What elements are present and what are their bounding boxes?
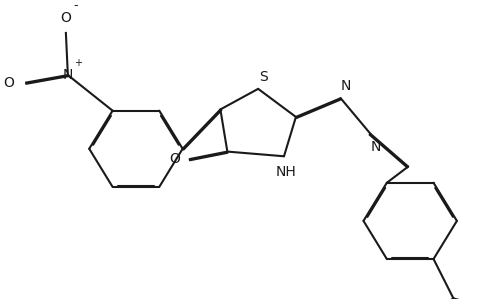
- Text: +: +: [74, 58, 82, 68]
- Text: N: N: [340, 79, 351, 93]
- Text: O: O: [61, 11, 71, 25]
- Text: O: O: [3, 76, 14, 90]
- Text: O: O: [169, 152, 180, 166]
- Text: -: -: [74, 0, 78, 12]
- Text: N: N: [370, 140, 381, 154]
- Text: S: S: [259, 70, 268, 84]
- Text: NH: NH: [276, 165, 297, 179]
- Text: N: N: [63, 68, 73, 82]
